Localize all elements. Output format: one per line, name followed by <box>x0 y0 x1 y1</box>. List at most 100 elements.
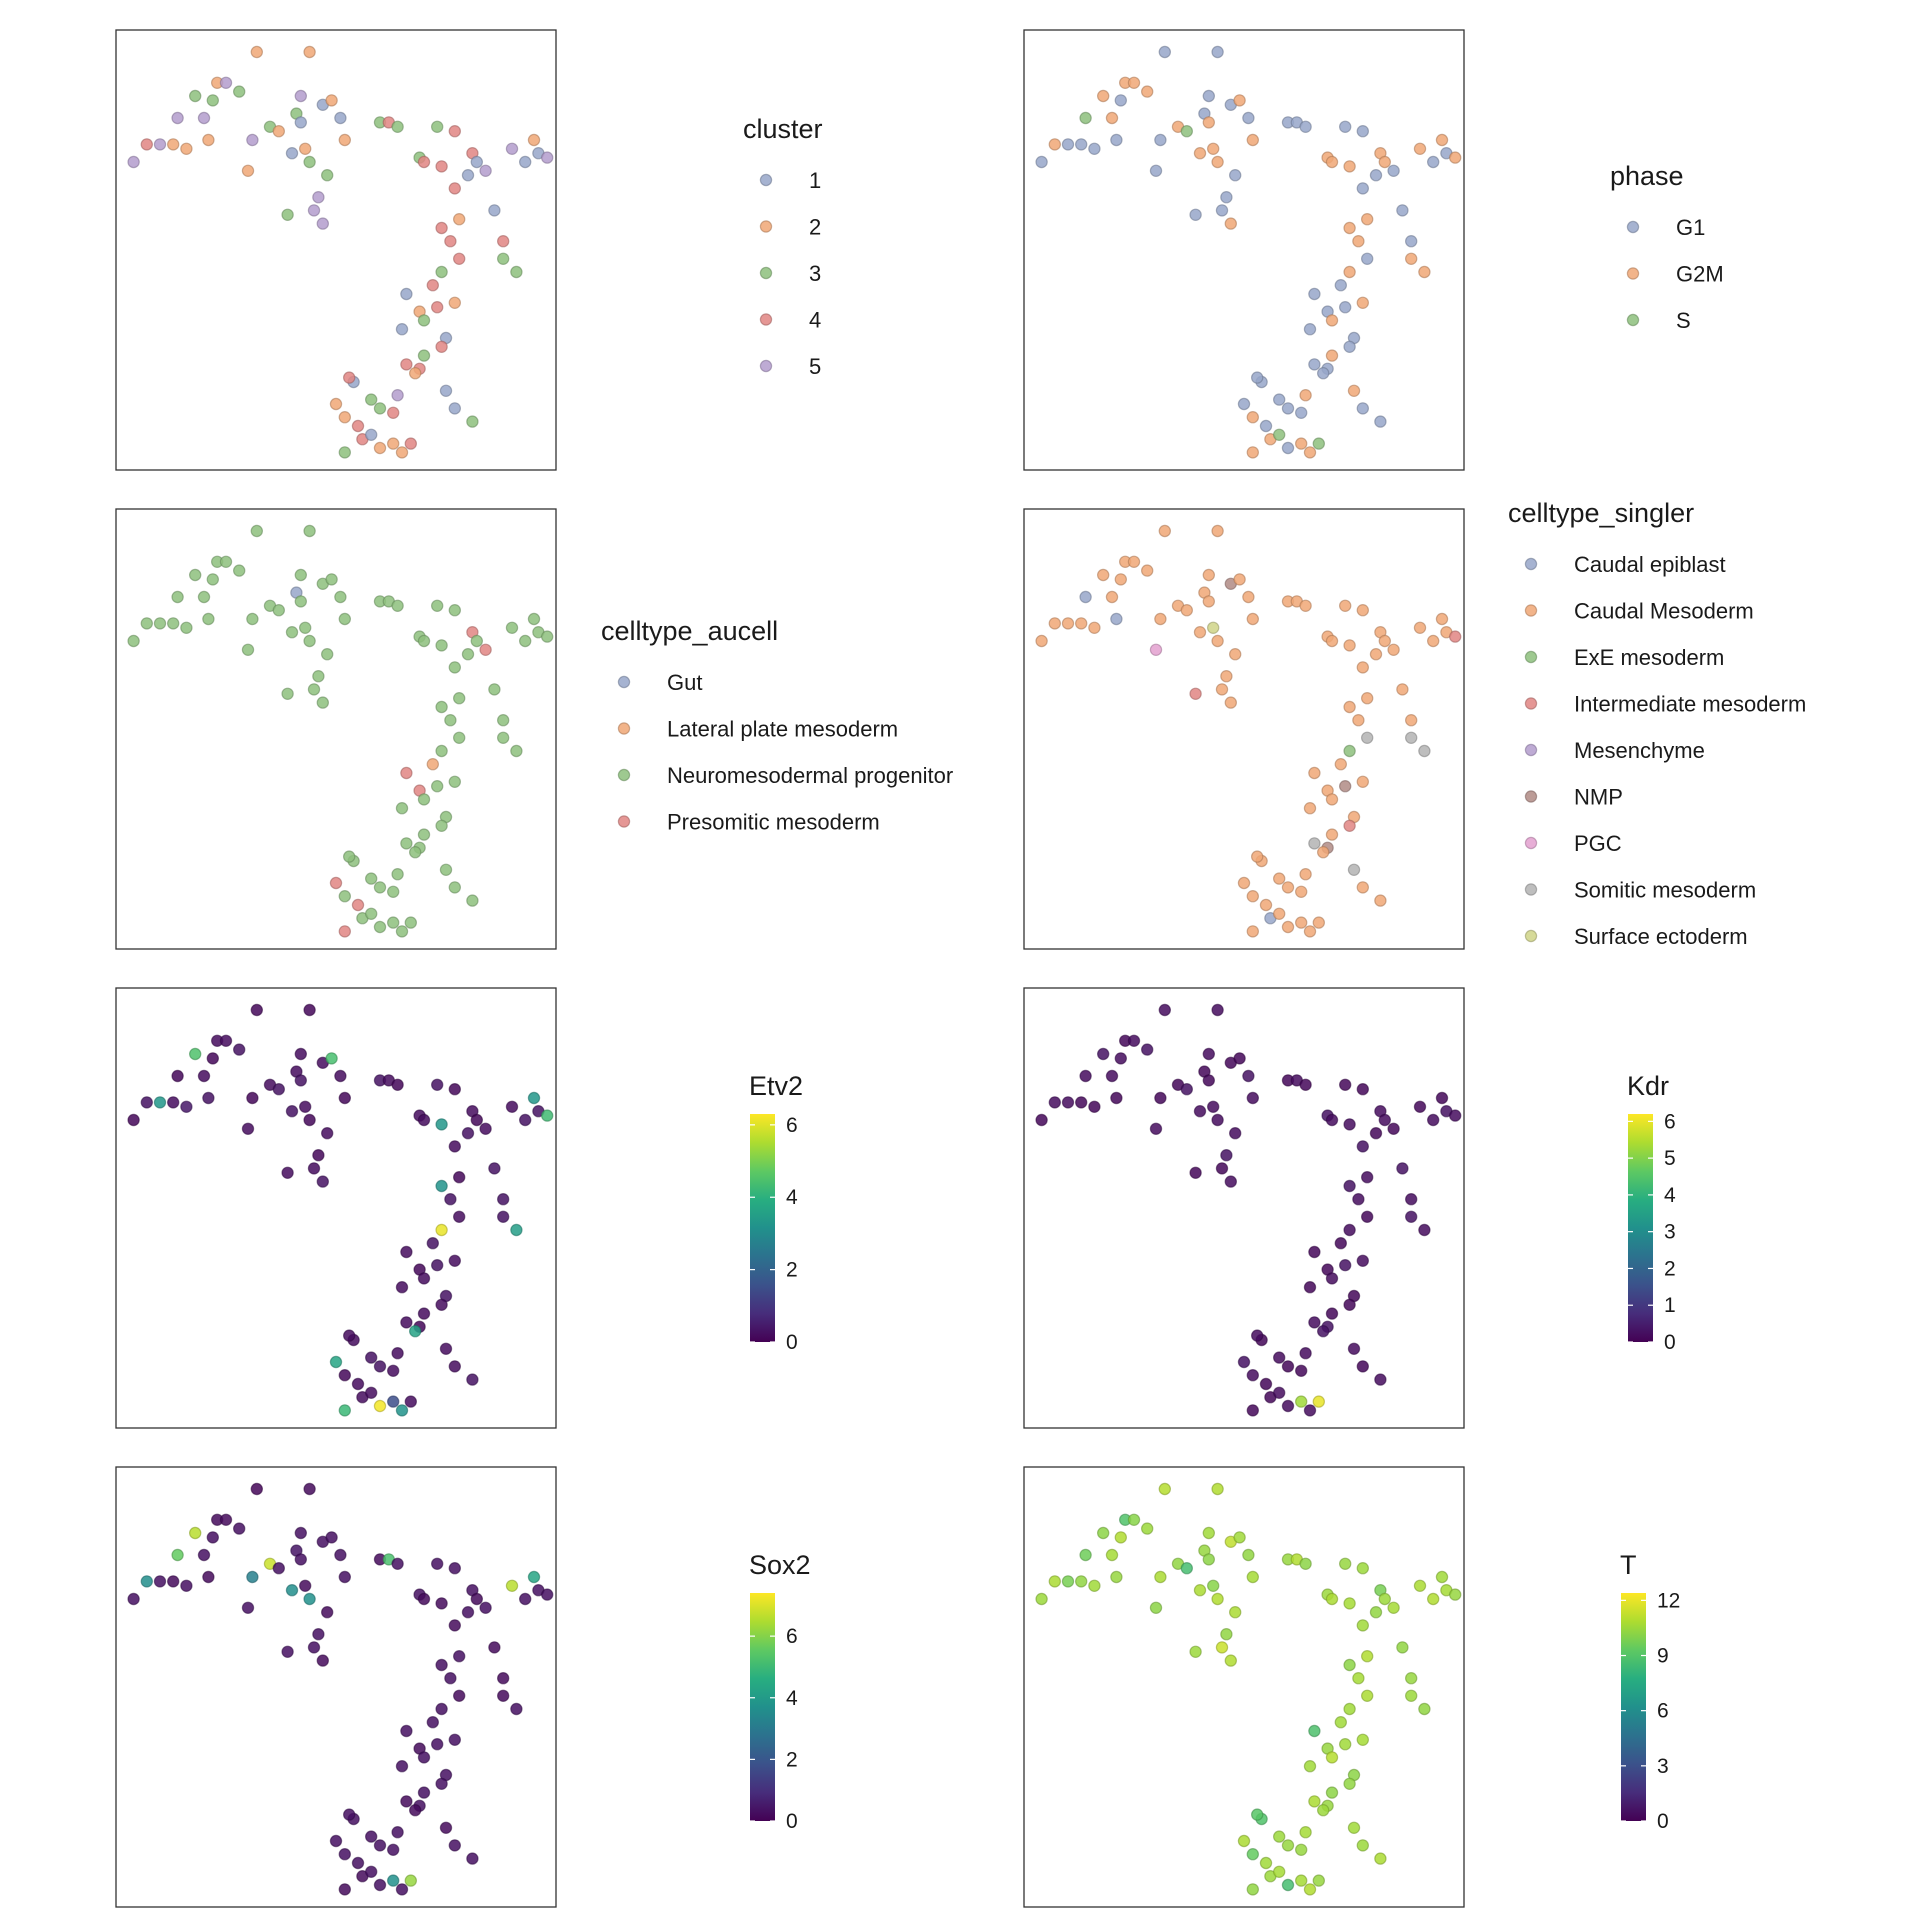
point-celltype-aucell <box>461 648 475 661</box>
point-t <box>1356 1561 1370 1575</box>
legend-title-cluster: cluster <box>743 114 823 144</box>
colorbar-tick-label: 3 <box>1657 1755 1669 1778</box>
point-celltype-aucell <box>541 630 554 643</box>
point-celltype-singler <box>1220 670 1233 683</box>
point-celltype-aucell <box>373 920 387 934</box>
point-etv2 <box>470 1113 483 1127</box>
point-celltype-aucell <box>431 780 444 793</box>
point-t <box>1246 1847 1260 1861</box>
point-phase <box>1259 419 1273 433</box>
point-celltype-singler <box>1246 925 1260 938</box>
legend-key-s <box>1626 313 1640 327</box>
point-cluster <box>316 217 329 230</box>
point-celltype-aucell <box>365 907 378 921</box>
point-celltype-singler <box>1325 634 1339 648</box>
point-etv2 <box>391 1078 404 1092</box>
point-cluster <box>448 182 461 195</box>
point-kdr <box>1356 1082 1370 1096</box>
point-celltype-aucell <box>338 612 351 626</box>
point-celltype-singler <box>1250 850 1264 863</box>
point-phase <box>1360 212 1374 226</box>
point-etv2 <box>281 1166 294 1180</box>
point-cluster <box>435 265 448 279</box>
point-phase <box>1250 371 1264 384</box>
point-phase <box>1114 94 1128 107</box>
legend-title-phase: phase <box>1610 161 1684 191</box>
point-cluster <box>461 168 475 182</box>
points-etv2 <box>127 1003 554 1417</box>
point-sox2 <box>448 1561 461 1575</box>
point-celltype-aucell <box>505 621 519 635</box>
point-t <box>1237 1834 1251 1848</box>
point-cluster <box>325 94 338 107</box>
point-t <box>1334 1715 1348 1729</box>
point-cluster <box>519 155 532 169</box>
point-etv2 <box>373 1399 387 1413</box>
point-celltype-singler <box>1343 700 1356 714</box>
point-etv2 <box>334 1069 347 1083</box>
colorbar-kdr <box>1628 1114 1653 1342</box>
point-celltype-aucell <box>435 819 448 833</box>
point-cluster <box>206 94 219 107</box>
point-t <box>1114 1531 1128 1544</box>
point-celltype-singler <box>1343 639 1356 652</box>
point-t <box>1246 1883 1260 1896</box>
point-etv2 <box>417 1113 431 1127</box>
point-etv2 <box>466 1373 479 1386</box>
point-t <box>1325 1786 1339 1799</box>
point-phase <box>1308 358 1321 371</box>
point-celltype-singler <box>1294 885 1308 899</box>
point-phase <box>1294 437 1308 450</box>
legend-celltype-singler: celltype_singler Caudal epiblast Caudal Me… <box>1508 498 1806 949</box>
point-kdr <box>1114 1052 1128 1065</box>
point-kdr <box>1202 1047 1216 1061</box>
point-celltype-singler <box>1352 714 1365 727</box>
legend-title-kdr: Kdr <box>1627 1071 1669 1101</box>
point-etv2 <box>373 1360 387 1373</box>
point-cluster <box>448 296 461 309</box>
point-t <box>1211 1592 1224 1606</box>
legend-label-intermediate-mesoderm: Intermediate mesoderm <box>1574 692 1806 717</box>
point-phase <box>1356 124 1370 138</box>
point-sox2 <box>395 1883 409 1896</box>
legend-title-celltype-aucell: celltype_aucell <box>601 616 778 646</box>
point-cluster <box>505 142 519 155</box>
point-etv2 <box>448 1082 461 1096</box>
point-cluster <box>351 419 365 433</box>
point-celltype-aucell <box>435 744 448 758</box>
point-sox2 <box>435 1597 448 1610</box>
point-etv2 <box>202 1091 215 1105</box>
point-sox2 <box>334 1548 347 1562</box>
point-phase <box>1435 133 1449 147</box>
point-celltype-aucell <box>140 617 153 630</box>
point-celltype-singler <box>1316 846 1330 859</box>
point-celltype-singler <box>1360 692 1374 705</box>
point-celltype-singler <box>1211 524 1224 538</box>
point-phase <box>1272 428 1286 441</box>
point-celltype-singler <box>1347 863 1361 877</box>
legend-label-5: 5 <box>809 354 821 379</box>
colorbar-tick-label: 0 <box>1664 1331 1676 1354</box>
point-cluster <box>453 212 466 226</box>
point-kdr <box>1360 1170 1374 1184</box>
point-phase <box>1048 138 1062 151</box>
point-cluster <box>219 76 233 90</box>
point-cluster <box>435 340 448 353</box>
points-phase <box>1035 45 1462 459</box>
point-etv2 <box>219 1034 233 1048</box>
point-cluster <box>395 446 409 459</box>
point-kdr <box>1338 1258 1352 1272</box>
point-kdr <box>1189 1166 1202 1180</box>
point-cluster <box>321 168 334 182</box>
legend-key-pgc <box>1524 836 1538 850</box>
colorbar-tick-label: 0 <box>1657 1810 1669 1833</box>
point-kdr <box>1105 1069 1119 1083</box>
point-sox2 <box>281 1645 294 1659</box>
point-celltype-singler <box>1356 604 1370 617</box>
point-celltype-singler <box>1325 793 1339 806</box>
point-phase <box>1356 182 1370 195</box>
point-etv2 <box>391 1346 404 1360</box>
point-etv2 <box>431 1258 444 1272</box>
point-kdr <box>1312 1395 1326 1408</box>
point-sox2 <box>497 1689 510 1703</box>
